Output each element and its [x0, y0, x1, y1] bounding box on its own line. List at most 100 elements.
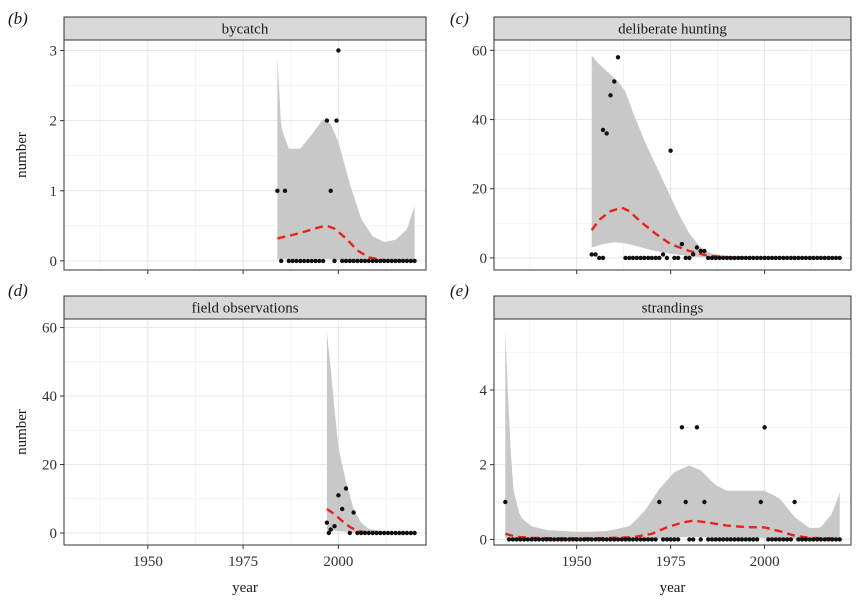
facet-strip: [63, 16, 427, 41]
data-point: [653, 537, 658, 542]
data-point: [343, 258, 349, 264]
facet-title: deliberate hunting: [618, 22, 727, 38]
data-point: [773, 537, 778, 542]
data-point: [683, 499, 688, 505]
data-point: [408, 530, 413, 536]
data-point: [687, 537, 692, 542]
data-point: [608, 537, 613, 542]
data-point: [713, 255, 718, 261]
data-point: [777, 537, 782, 542]
data-point: [784, 537, 790, 542]
data-point: [336, 48, 341, 53]
data-point: [781, 537, 786, 542]
data-point: [792, 499, 797, 505]
data-point: [404, 530, 410, 536]
y-tick-label: 0: [480, 251, 488, 267]
x-tick-label: 1950: [562, 554, 592, 570]
data-point: [799, 255, 805, 261]
data-point: [691, 252, 696, 257]
data-point: [279, 258, 284, 264]
data-point: [830, 255, 835, 261]
data-point: [503, 499, 508, 505]
x-tick-label: 2000: [323, 554, 353, 570]
data-point: [732, 537, 737, 542]
data-point: [563, 537, 568, 542]
data-point: [328, 188, 333, 193]
panel-letter: (e): [450, 281, 469, 300]
data-point: [687, 255, 692, 261]
data-point: [328, 527, 333, 532]
data-point: [514, 537, 519, 542]
data-point: [623, 255, 628, 261]
data-point: [347, 530, 352, 536]
data-point: [721, 537, 726, 542]
data-point: [627, 537, 632, 542]
data-point: [830, 537, 835, 542]
data-point: [660, 252, 666, 257]
data-point: [608, 93, 613, 98]
data-point: [679, 241, 685, 247]
data-point: [796, 255, 801, 261]
y-tick-label: 40: [472, 113, 487, 129]
x-tick-label: 1975: [228, 554, 258, 570]
data-point: [630, 537, 636, 542]
data-point: [627, 255, 632, 261]
data-point: [332, 258, 337, 264]
y-tick-label: 20: [472, 182, 487, 198]
data-point: [702, 499, 707, 505]
data-point: [837, 255, 842, 261]
data-point: [660, 537, 666, 542]
data-point: [615, 537, 621, 542]
data-point: [623, 537, 628, 542]
data-point: [324, 118, 330, 123]
data-point: [282, 188, 288, 193]
data-point: [400, 530, 406, 536]
data-point: [324, 520, 330, 525]
data-point: [604, 537, 609, 542]
data-point: [649, 255, 654, 261]
data-point: [393, 258, 398, 264]
confidence-band: [326, 332, 415, 533]
data-point: [634, 537, 639, 542]
data-point: [593, 537, 598, 542]
data-point: [630, 255, 636, 261]
data-point: [604, 131, 609, 136]
data-point: [762, 255, 767, 261]
data-point: [551, 537, 557, 542]
data-point: [366, 530, 371, 536]
confidence-band: [277, 57, 415, 261]
data-point: [645, 537, 651, 542]
data-point: [826, 255, 831, 261]
data-point: [393, 530, 398, 536]
data-point: [400, 258, 406, 264]
data-point: [412, 530, 417, 536]
data-point: [739, 537, 745, 542]
data-point: [574, 537, 579, 542]
confidence-band: [591, 55, 840, 258]
x-tick-label: 1950: [133, 554, 163, 570]
data-point: [525, 537, 530, 542]
data-point: [713, 537, 718, 542]
data-point: [698, 248, 703, 254]
data-point: [404, 258, 410, 264]
data-point: [769, 537, 775, 542]
y-tick-label: 2: [50, 114, 58, 130]
data-point: [811, 537, 816, 542]
plot-area: [63, 318, 427, 546]
data-point: [724, 255, 730, 261]
data-point: [320, 258, 326, 264]
data-point: [747, 537, 752, 542]
data-point: [334, 118, 339, 123]
data-point: [803, 537, 809, 542]
data-point: [784, 255, 790, 261]
panel-letter: (c): [450, 9, 469, 28]
data-point: [540, 537, 546, 542]
fitted-trend-line: [504, 519, 840, 540]
data-point: [589, 537, 594, 542]
data-point: [702, 248, 707, 254]
data-point: [751, 537, 756, 542]
data-point: [732, 255, 737, 261]
data-point: [675, 255, 681, 261]
data-point: [754, 537, 760, 542]
data-point: [385, 530, 391, 536]
